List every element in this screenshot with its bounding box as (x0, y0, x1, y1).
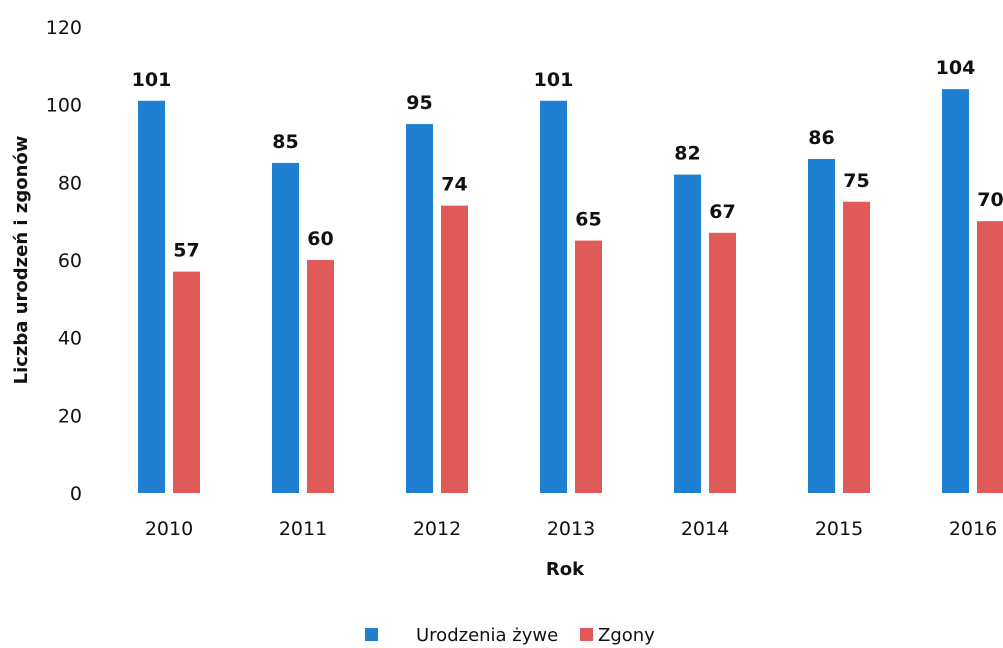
bar-zgony (575, 240, 602, 493)
data-label: 101 (132, 69, 172, 91)
data-label: 70 (977, 189, 1003, 211)
bar-urodzenia (674, 174, 701, 494)
y-tick-label: 20 (58, 405, 82, 427)
bar-urodzenia (272, 162, 299, 493)
y-axis-ticks: 0 20 40 60 80 100 120 (46, 17, 82, 505)
data-labels: 101 57 85 60 95 74 101 65 82 67 86 75 104 70 (132, 57, 1003, 262)
bar-urodzenia (138, 100, 165, 494)
bar-urodzenia (942, 89, 969, 493)
x-tick-label: 2010 (145, 518, 193, 540)
bar-zgony (173, 271, 200, 493)
data-label: 67 (709, 201, 735, 223)
y-tick-label: 100 (46, 95, 82, 117)
bar-urodzenia (406, 124, 433, 493)
bar-zgony (977, 221, 1003, 493)
legend-label-zgony: Zgony (598, 625, 655, 646)
data-label: 60 (307, 228, 333, 250)
data-label: 101 (534, 69, 574, 91)
bars (138, 89, 1003, 494)
data-label: 75 (843, 170, 869, 192)
bar-zgony (307, 260, 334, 493)
data-label: 74 (441, 174, 467, 196)
x-tick-label: 2011 (279, 518, 327, 540)
y-tick-label: 60 (58, 250, 82, 272)
data-label: 95 (406, 92, 432, 114)
bar-urodzenia (808, 159, 835, 494)
x-tick-label: 2013 (547, 518, 595, 540)
data-label: 57 (173, 240, 199, 262)
y-tick-label: 80 (58, 172, 82, 194)
data-label: 85 (272, 131, 298, 153)
legend-swatch-zgony (580, 628, 593, 641)
y-tick-label: 0 (70, 483, 82, 505)
legend-swatch-urodzenia (365, 628, 378, 641)
data-label: 65 (575, 209, 601, 231)
x-tick-label: 2016 (949, 518, 997, 540)
bar-zgony (843, 201, 870, 493)
legend-label-urodzenia: Urodzenia żywe (416, 625, 558, 646)
data-label: 86 (808, 127, 834, 149)
legend: Urodzenia żywe Zgony (365, 625, 655, 646)
y-tick-label: 40 (58, 328, 82, 350)
x-tick-label: 2015 (815, 518, 863, 540)
bar-zgony (709, 232, 736, 494)
data-label: 82 (674, 143, 700, 165)
x-axis-ticks: 2010 2011 2012 2013 2014 2015 2016 (145, 518, 997, 540)
bar-zgony (441, 205, 468, 493)
y-tick-label: 120 (46, 17, 82, 39)
data-label: 104 (936, 57, 976, 79)
x-tick-label: 2014 (681, 518, 729, 540)
x-axis-label: Rok (546, 559, 585, 580)
x-tick-label: 2012 (413, 518, 461, 540)
bar-urodzenia (540, 100, 567, 494)
y-axis-label: Liczba urodzeń i zgonów (11, 136, 32, 385)
